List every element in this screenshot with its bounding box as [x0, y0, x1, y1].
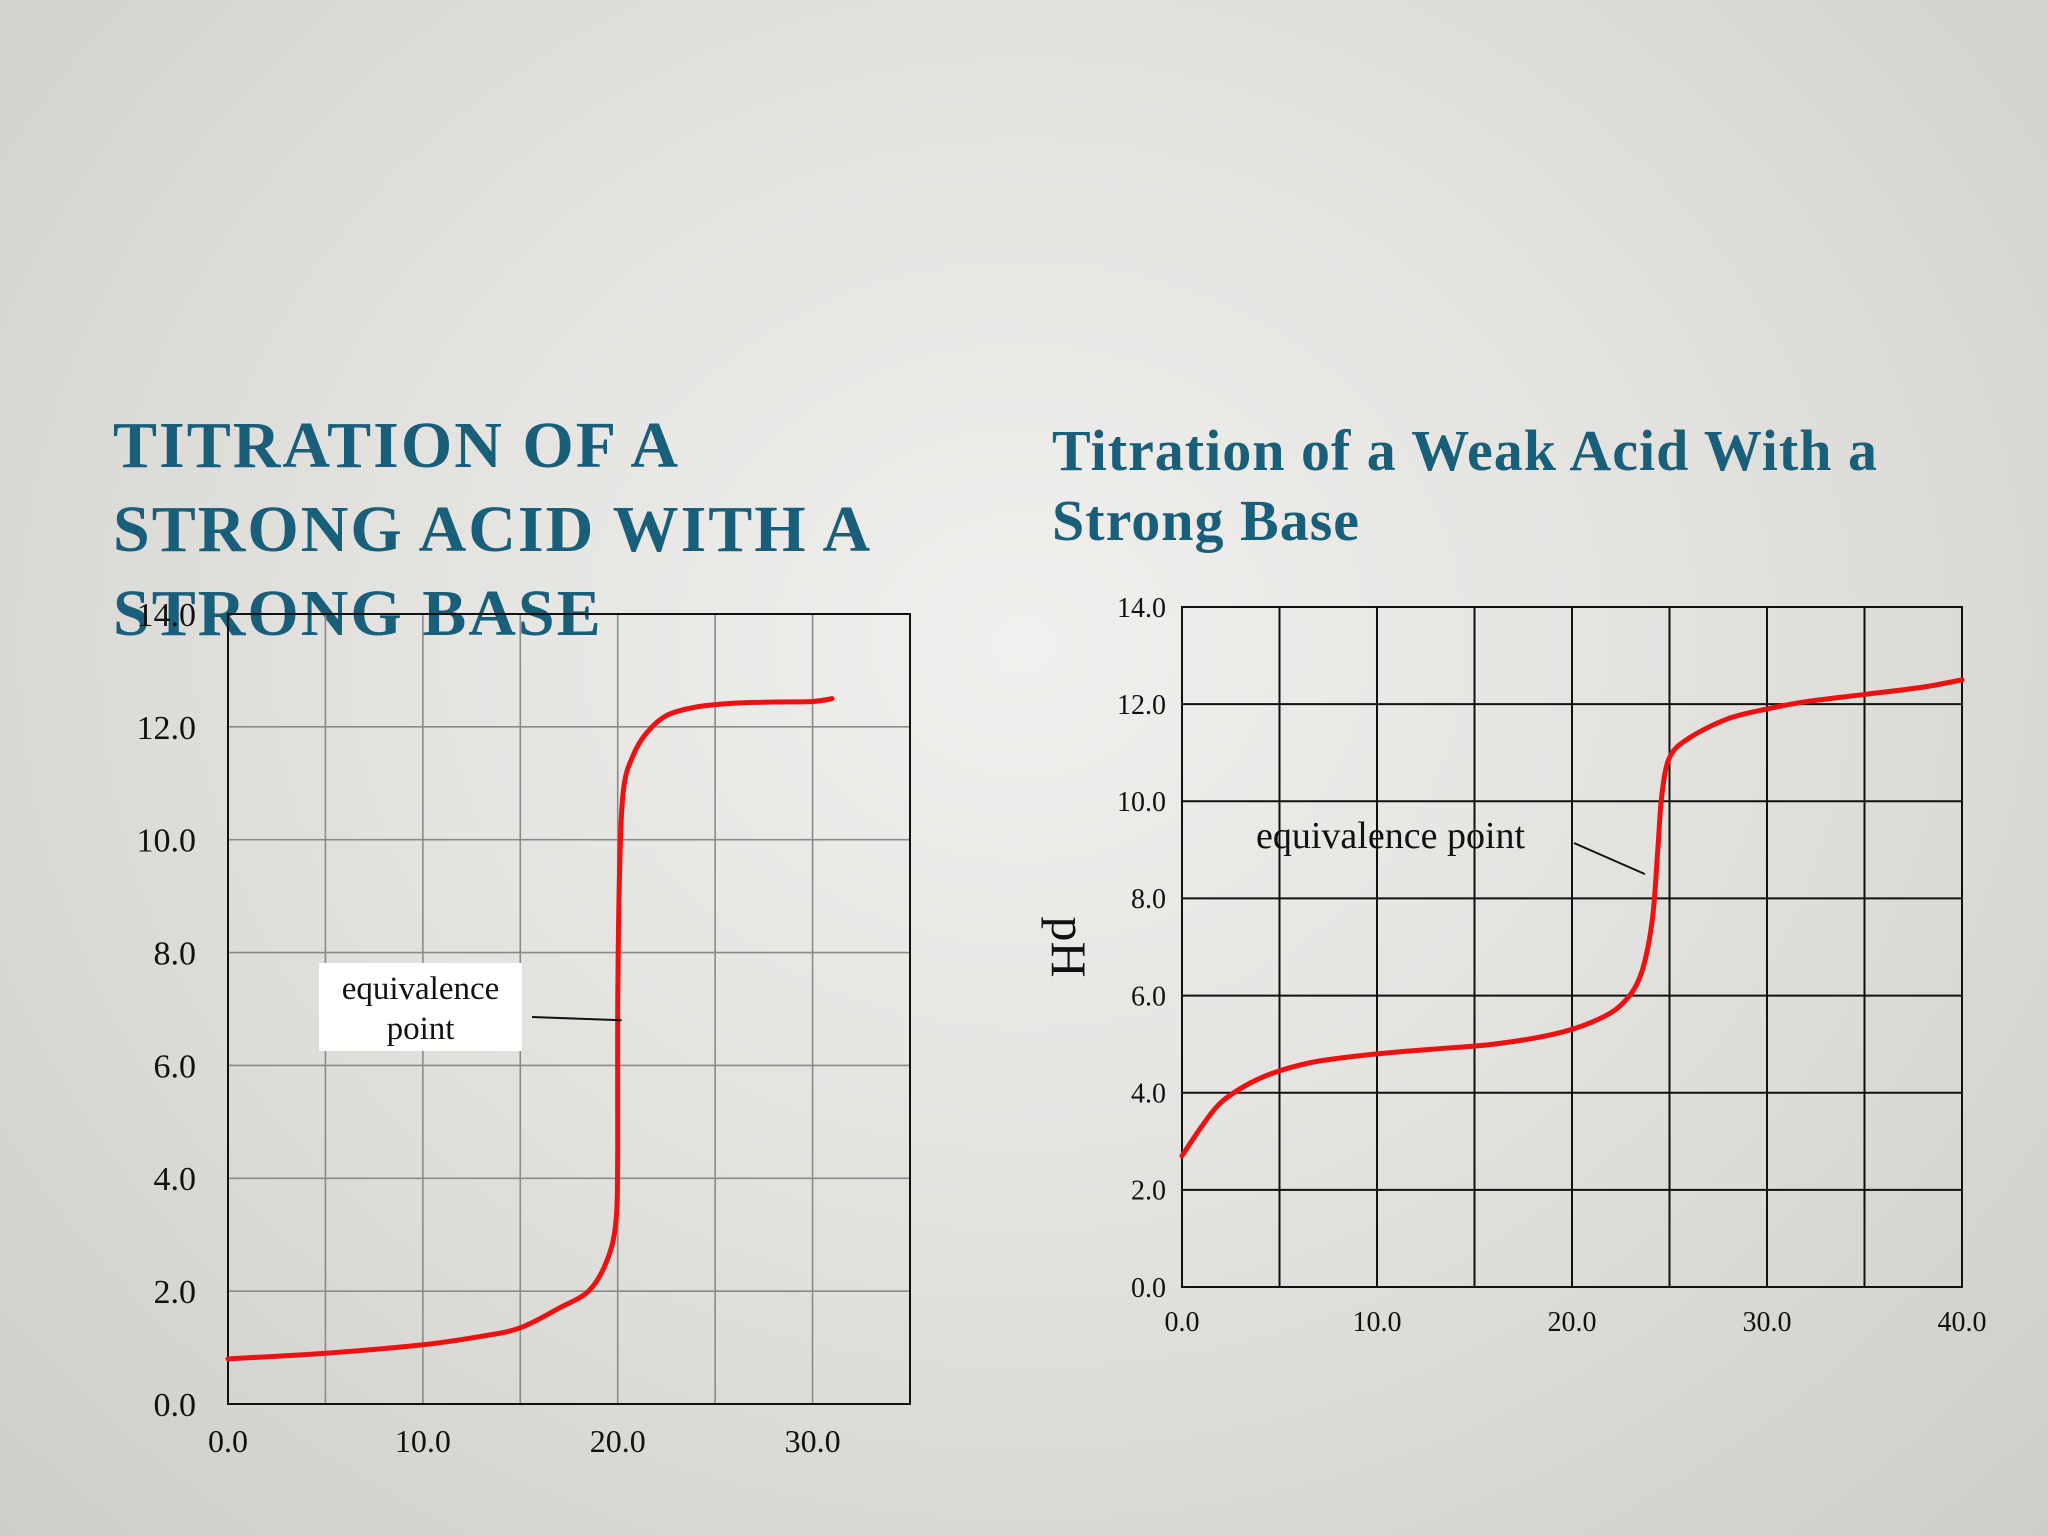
y-tick-label: 2.0	[154, 1274, 197, 1311]
y-tick-label: 14.0	[137, 597, 197, 634]
annotation-label: point	[387, 1011, 455, 1047]
y-tick-label: 12.0	[1117, 690, 1166, 721]
annotation-label: equivalence	[342, 971, 500, 1007]
x-tick-label: 30.0	[1743, 1307, 1792, 1338]
strong-acid-chart: 0.0 2.0 4.0 6.0 8.0 10.0 12.0 14.0 0.0 10.0 20.0 30…	[137, 597, 911, 1459]
y-tick-label: 6.0	[154, 1048, 197, 1085]
plot-frame	[227, 613, 911, 1405]
y-tick-label: 0.0	[1131, 1273, 1166, 1304]
y-tick-label: 4.0	[154, 1161, 197, 1198]
x-tick-label: 20.0	[590, 1423, 646, 1459]
x-tick-label: 40.0	[1938, 1307, 1987, 1338]
y-tick-label: 12.0	[137, 710, 197, 747]
plot-frame	[1181, 606, 1963, 1288]
annotation-leader	[531, 1016, 622, 1022]
y-tick-label: 8.0	[154, 935, 197, 972]
titration-curve	[225, 696, 835, 1362]
y-axis-label: pH	[1041, 916, 1097, 977]
y-tick-label: 8.0	[1131, 884, 1166, 915]
annotation-label: equivalence point	[1256, 815, 1526, 857]
x-tick-label: 20.0	[1548, 1307, 1597, 1338]
x-tick-label: 10.0	[1353, 1307, 1402, 1338]
y-tick-label: 0.0	[154, 1387, 197, 1424]
annotation-leader	[1573, 842, 1646, 876]
y-tick-label: 2.0	[1131, 1176, 1166, 1207]
weak-acid-chart: 0.0 2.0 4.0 6.0 8.0 10.0 12.0 14.0 0.0 10.0 20.0 30…	[1041, 593, 1987, 1338]
x-tick-label: 30.0	[785, 1423, 841, 1459]
x-tick-label: 0.0	[1165, 1307, 1200, 1338]
y-tick-label: 10.0	[1117, 787, 1166, 818]
y-tick-label: 14.0	[1117, 593, 1166, 624]
annotation-box	[319, 963, 522, 1051]
x-tick-label: 10.0	[395, 1423, 451, 1459]
right-chart-title: Titration of a Weak Acid With a Strong B…	[1052, 418, 1878, 553]
x-tick-label: 0.0	[208, 1423, 248, 1459]
titration-curve	[1179, 677, 1965, 1159]
y-tick-label: 10.0	[137, 823, 197, 860]
y-tick-label: 6.0	[1131, 981, 1166, 1012]
y-tick-label: 4.0	[1131, 1079, 1166, 1110]
